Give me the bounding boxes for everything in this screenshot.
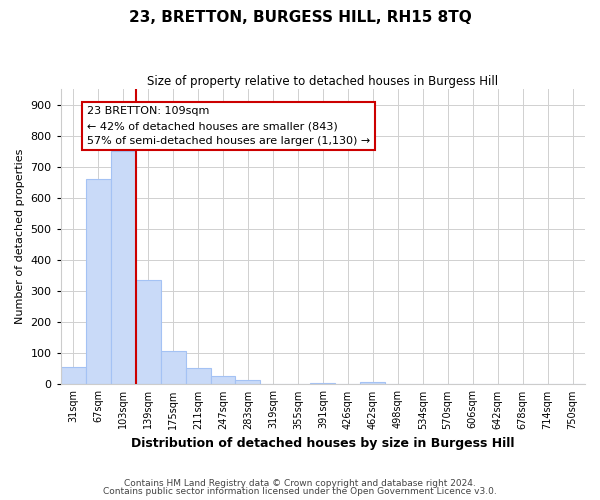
Text: 23 BRETTON: 109sqm
← 42% of detached houses are smaller (843)
57% of semi-detach: 23 BRETTON: 109sqm ← 42% of detached hou… [87,106,370,146]
Y-axis label: Number of detached properties: Number of detached properties [15,149,25,324]
Text: Contains HM Land Registry data © Crown copyright and database right 2024.: Contains HM Land Registry data © Crown c… [124,478,476,488]
Bar [310,383,335,384]
Bar [161,351,185,384]
Bar [211,376,235,384]
Bar [136,280,161,384]
X-axis label: Distribution of detached houses by size in Burgess Hill: Distribution of detached houses by size … [131,437,515,450]
Bar [185,368,211,384]
Title: Size of property relative to detached houses in Burgess Hill: Size of property relative to detached ho… [147,75,499,88]
Bar [361,382,385,384]
Bar [86,180,110,384]
Bar [235,380,260,384]
Bar [61,368,86,384]
Text: Contains public sector information licensed under the Open Government Licence v3: Contains public sector information licen… [103,487,497,496]
Bar [110,152,136,384]
Text: 23, BRETTON, BURGESS HILL, RH15 8TQ: 23, BRETTON, BURGESS HILL, RH15 8TQ [128,10,472,25]
